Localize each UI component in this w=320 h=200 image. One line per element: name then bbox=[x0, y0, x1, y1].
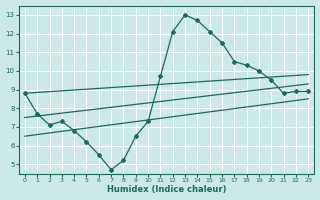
X-axis label: Humidex (Indice chaleur): Humidex (Indice chaleur) bbox=[107, 185, 226, 194]
